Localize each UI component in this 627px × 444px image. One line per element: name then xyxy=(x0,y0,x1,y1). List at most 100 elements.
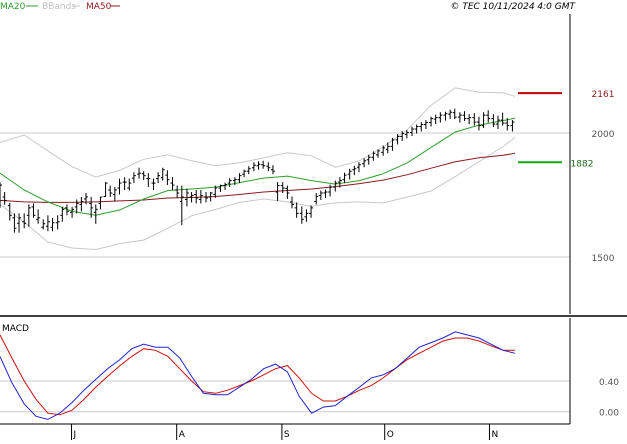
price-bar xyxy=(12,213,17,233)
price-bar xyxy=(400,131,405,141)
price-bar xyxy=(457,112,462,123)
main-y-tick-label: 1500 xyxy=(592,254,615,264)
price-bar xyxy=(137,167,142,179)
price-bar xyxy=(170,177,175,191)
price-bar xyxy=(362,158,367,168)
price-bar xyxy=(41,219,46,230)
price-bar xyxy=(414,124,419,134)
price-bar xyxy=(376,149,381,158)
price-bar xyxy=(103,182,108,197)
price-bar xyxy=(419,122,424,132)
legend: MA20 BBands MA50 xyxy=(0,2,120,12)
price-bar xyxy=(342,172,347,184)
price-bar xyxy=(381,145,386,156)
ma20-line xyxy=(0,117,516,216)
price-bar xyxy=(404,130,409,139)
price-bar xyxy=(208,192,213,202)
price-bar xyxy=(496,115,501,130)
x-tick-label: A xyxy=(179,430,186,440)
price-bar xyxy=(270,165,275,175)
price-bar xyxy=(70,206,75,218)
price-bar xyxy=(395,134,400,145)
price-bar xyxy=(366,154,371,165)
price-bar xyxy=(261,160,266,169)
price-bar xyxy=(204,192,208,203)
price-bar xyxy=(131,172,136,184)
legend-label-bbands: BBands xyxy=(42,2,76,12)
price-bar xyxy=(299,206,304,224)
bband-upper-line xyxy=(0,87,516,178)
price-bar xyxy=(467,114,472,125)
price-bar xyxy=(175,185,180,198)
price-bar xyxy=(294,202,299,218)
price-bar xyxy=(448,109,453,120)
price-bar xyxy=(510,120,515,132)
price-bar xyxy=(60,206,65,222)
price-bar xyxy=(472,113,477,126)
price-bar xyxy=(290,196,295,209)
macd-y-tick-label: 0.40 xyxy=(599,378,619,388)
price-bar xyxy=(462,111,467,122)
macd-line xyxy=(0,331,516,420)
price-bar xyxy=(309,205,314,218)
moving-average-layer xyxy=(0,117,516,216)
macd-label: MACD xyxy=(2,324,29,334)
grid-layer xyxy=(0,132,570,413)
price-bar xyxy=(84,193,89,205)
price-bar xyxy=(237,173,242,184)
price-bar xyxy=(333,180,338,192)
legend-label-ma50: MA50 xyxy=(86,2,112,12)
price-bar xyxy=(93,204,98,224)
price-bar xyxy=(227,178,232,188)
price-bar xyxy=(500,112,505,126)
price-bar xyxy=(443,111,448,121)
price-bar xyxy=(318,190,323,200)
main-y-tick-label: 2000 xyxy=(592,130,615,140)
price-bar xyxy=(194,190,199,204)
levels-layer: 2161 1882 xyxy=(518,90,614,169)
price-bar xyxy=(246,166,251,175)
price-bar xyxy=(7,202,12,221)
price-bar xyxy=(385,142,390,154)
price-bar xyxy=(74,199,79,214)
price-bar xyxy=(141,171,146,181)
price-bar xyxy=(347,168,352,180)
price-bar xyxy=(151,178,156,191)
price-bar xyxy=(337,177,342,188)
price-bar xyxy=(17,213,22,233)
price-bar xyxy=(314,193,319,205)
price-bar xyxy=(31,203,36,218)
price-bar xyxy=(45,215,50,232)
price-bar xyxy=(50,217,55,232)
price-bar xyxy=(36,209,41,224)
price-bar xyxy=(0,182,2,208)
price-bar xyxy=(127,178,132,191)
copyright-text: © TEC 10/11/2024 4:0 GMT xyxy=(450,2,576,12)
ma50-line xyxy=(0,152,516,203)
price-bar xyxy=(26,204,31,227)
support-level-label: 1882 xyxy=(571,159,594,169)
price-bar xyxy=(275,182,280,201)
price-bar xyxy=(486,110,491,123)
price-bar xyxy=(251,162,256,172)
price-bar xyxy=(156,172,161,184)
macd-signal-line xyxy=(0,334,515,416)
price-bar xyxy=(122,177,127,191)
price-bar xyxy=(280,182,285,194)
price-bar xyxy=(89,196,94,218)
price-bar xyxy=(223,182,228,191)
x-tick-label: O xyxy=(387,430,394,440)
price-bar xyxy=(55,215,60,230)
price-bar xyxy=(160,167,165,181)
price-bar xyxy=(232,177,237,186)
price-bar xyxy=(2,192,7,205)
price-bar xyxy=(438,112,443,123)
price-bar xyxy=(433,114,438,125)
price-bar xyxy=(266,162,271,172)
macd-y-tick-label: 0.00 xyxy=(599,409,619,419)
price-bar xyxy=(481,112,486,129)
price-bar xyxy=(117,178,122,195)
price-bar xyxy=(64,204,69,216)
price-bar xyxy=(423,120,428,130)
